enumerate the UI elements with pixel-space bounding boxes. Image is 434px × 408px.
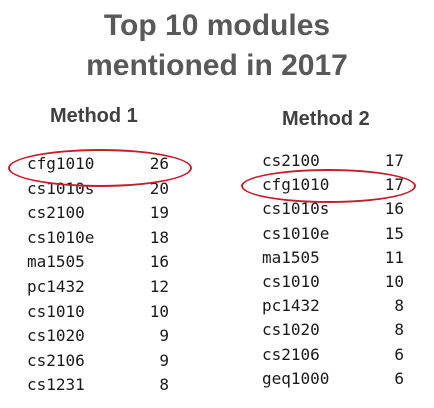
mention-count: 11 xyxy=(384,247,404,267)
module-code: cs2106 xyxy=(262,344,320,364)
mention-count: 10 xyxy=(384,272,404,291)
module-code: cs1231 xyxy=(27,375,85,395)
mention-count: 16 xyxy=(149,252,169,272)
mention-count: 26 xyxy=(149,154,169,173)
module-code: cs1020 xyxy=(27,326,85,346)
method-2-row: cs1010e 15 xyxy=(262,222,404,245)
mention-count: 9 xyxy=(159,326,169,346)
method-1-heading: Method 1 xyxy=(50,105,138,127)
module-code: pc1432 xyxy=(262,296,320,316)
mention-count: 19 xyxy=(149,203,169,223)
title-line-1: Top 10 modules xyxy=(103,9,331,42)
module-code: cs1020 xyxy=(262,320,320,340)
mention-count: 9 xyxy=(159,350,169,370)
mention-count: 15 xyxy=(384,223,404,243)
mention-count: 8 xyxy=(394,320,404,340)
module-code: cs1010 xyxy=(27,301,85,321)
method-1-row: cs1010s 20 xyxy=(27,177,169,200)
mention-count: 8 xyxy=(159,375,169,395)
method-2-heading: Method 2 xyxy=(282,108,370,130)
module-code: cs1010 xyxy=(262,272,320,291)
method-1-row: cfg1010 26 xyxy=(27,152,169,175)
method-2-row: cfg1010 17 xyxy=(262,173,404,196)
title-line-2: mentioned in 2017 xyxy=(86,49,348,82)
method-1-row: cs2106 9 xyxy=(27,349,169,372)
method-2-row: geq1000 6 xyxy=(262,367,404,390)
slide-title: Top 10 modules mentioned in 2017 xyxy=(0,6,434,86)
method-1-row: cs1231 8 xyxy=(27,373,169,396)
mention-count: 6 xyxy=(394,368,404,388)
method-2-row: ma1505 11 xyxy=(262,246,404,269)
method-1-row: cs2100 19 xyxy=(27,201,169,224)
method-2-row: cs2100 17 xyxy=(262,149,404,172)
mention-count: 6 xyxy=(394,344,404,364)
module-code: cs1010e xyxy=(27,227,95,247)
module-code: cs1010s xyxy=(27,178,95,198)
method-2-row: pc1432 8 xyxy=(262,294,404,317)
mention-count: 16 xyxy=(384,199,404,219)
module-code: geq1000 xyxy=(262,368,330,388)
mention-count: 8 xyxy=(394,296,404,316)
module-code: pc1432 xyxy=(27,277,85,296)
method-2-row: cs1010 10 xyxy=(262,270,404,293)
module-code: cfg1010 xyxy=(262,175,330,195)
method-2-row: cs1020 8 xyxy=(262,318,404,341)
module-code: cs2106 xyxy=(27,350,85,370)
module-code: ma1505 xyxy=(27,252,85,272)
method-1-row: cs1020 9 xyxy=(27,324,169,347)
method-2-row: cs1010s 16 xyxy=(262,197,404,220)
mention-count: 12 xyxy=(149,277,169,296)
mention-count: 17 xyxy=(384,175,404,195)
mention-count: 10 xyxy=(149,301,169,321)
mention-count: 20 xyxy=(149,178,169,198)
mention-count: 17 xyxy=(384,151,404,170)
module-code: cs1010s xyxy=(262,199,330,219)
module-code: cs2100 xyxy=(27,203,85,223)
method-1-row: cs1010 10 xyxy=(27,300,169,323)
mention-count: 18 xyxy=(149,227,169,247)
module-code: ma1505 xyxy=(262,247,320,267)
module-code: cs2100 xyxy=(262,151,320,170)
method-2-row: cs2106 6 xyxy=(262,343,404,366)
method-1-row: ma1505 16 xyxy=(27,250,169,273)
method-1-row: pc1432 12 xyxy=(27,275,169,298)
method-1-row: cs1010e 18 xyxy=(27,226,169,249)
module-code: cs1010e xyxy=(262,223,330,243)
module-code: cfg1010 xyxy=(27,154,95,173)
